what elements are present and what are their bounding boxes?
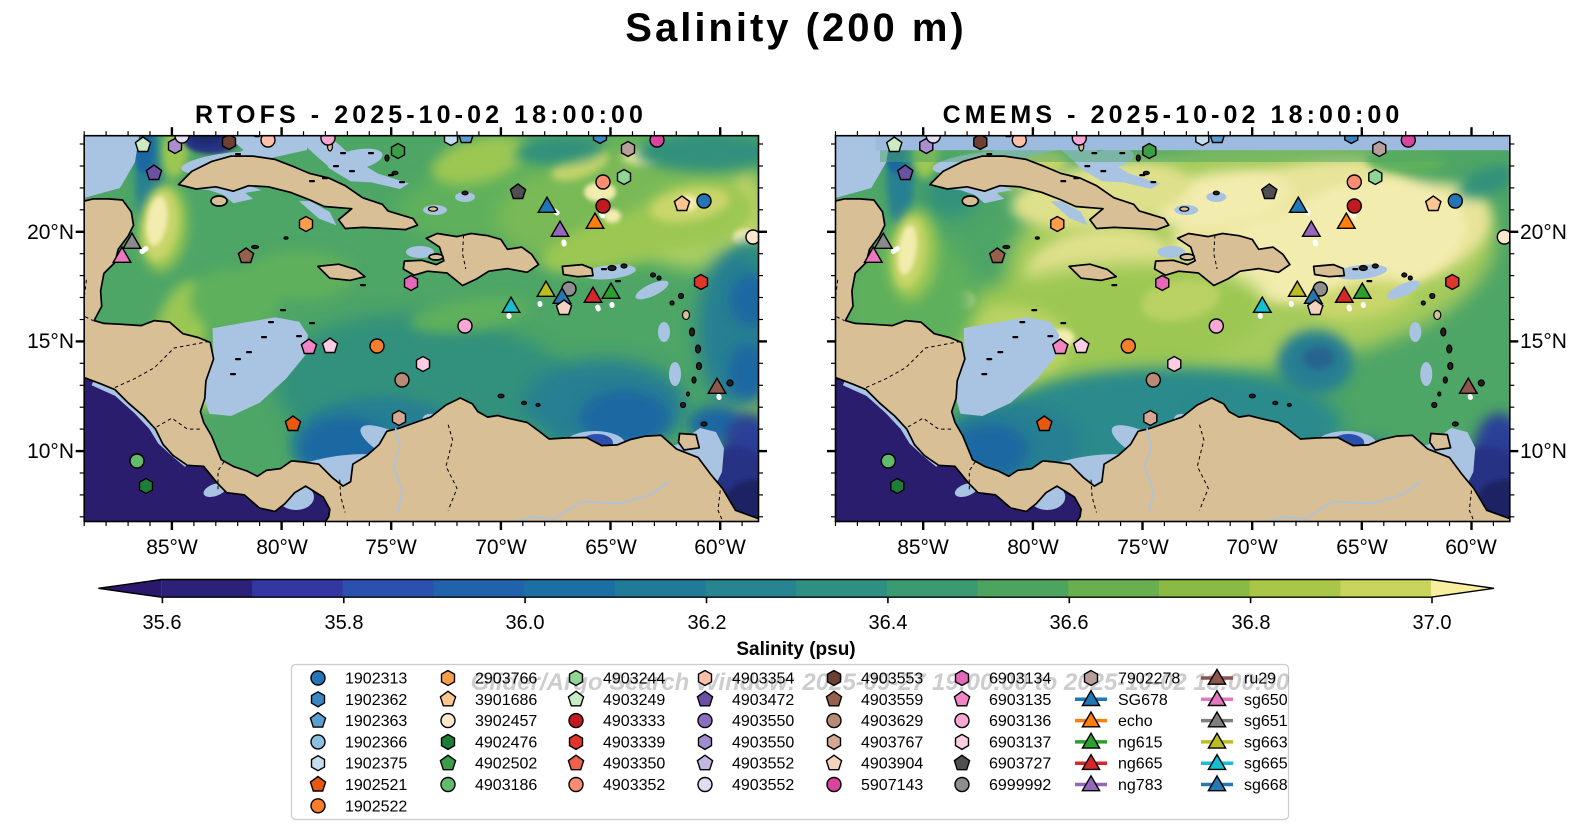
svg-text:6903137: 6903137 — [989, 734, 1051, 751]
svg-text:1902366: 1902366 — [345, 734, 407, 751]
svg-text:37.0: 37.0 — [1413, 612, 1452, 634]
svg-text:4903352: 4903352 — [603, 777, 665, 794]
svg-text:36.2: 36.2 — [688, 612, 727, 634]
svg-text:3902457: 3902457 — [475, 713, 537, 730]
svg-text:75°W: 75°W — [365, 536, 417, 559]
svg-text:ng665: ng665 — [1118, 756, 1163, 773]
svg-text:35.6: 35.6 — [143, 612, 182, 634]
svg-text:4903333: 4903333 — [603, 713, 665, 730]
svg-text:1902363: 1902363 — [345, 713, 407, 730]
svg-text:35.8: 35.8 — [325, 612, 364, 634]
svg-text:6903727: 6903727 — [989, 756, 1051, 773]
svg-text:4903472: 4903472 — [732, 692, 794, 709]
svg-text:sg650: sg650 — [1244, 692, 1288, 709]
svg-text:1902362: 1902362 — [345, 692, 407, 709]
svg-text:1902313: 1902313 — [345, 671, 407, 688]
svg-text:20°N: 20°N — [1520, 221, 1567, 244]
svg-text:36.4: 36.4 — [869, 612, 908, 634]
svg-text:65°W: 65°W — [585, 536, 637, 559]
svg-text:5907143: 5907143 — [861, 777, 923, 794]
svg-text:4903629: 4903629 — [861, 713, 923, 730]
svg-text:ru29: ru29 — [1244, 671, 1276, 688]
svg-text:4903350: 4903350 — [603, 756, 665, 773]
svg-text:Salinity (200 m): Salinity (200 m) — [625, 6, 966, 50]
svg-text:60°W: 60°W — [694, 536, 746, 559]
svg-text:6903136: 6903136 — [989, 713, 1051, 730]
svg-text:65°W: 65°W — [1336, 536, 1388, 559]
svg-text:4903249: 4903249 — [603, 692, 665, 709]
svg-text:6999992: 6999992 — [989, 777, 1051, 794]
svg-text:Glider/Argo Search Window: 202: Glider/Argo Search Window: 2025-09-27 19… — [471, 669, 1290, 696]
svg-text:4903550: 4903550 — [732, 734, 794, 751]
svg-text:4903552: 4903552 — [732, 756, 794, 773]
svg-text:10°N: 10°N — [27, 440, 74, 463]
svg-text:75°W: 75°W — [1117, 536, 1169, 559]
svg-text:4903552: 4903552 — [732, 777, 794, 794]
svg-text:SG678: SG678 — [1118, 692, 1168, 709]
svg-text:20°N: 20°N — [27, 221, 74, 244]
svg-text:7902278: 7902278 — [1118, 671, 1180, 688]
svg-text:4902476: 4902476 — [475, 734, 537, 751]
svg-text:36.6: 36.6 — [1050, 612, 1089, 634]
svg-text:4903553: 4903553 — [861, 671, 923, 688]
svg-text:4903767: 4903767 — [861, 734, 923, 751]
svg-text:6903135: 6903135 — [989, 692, 1051, 709]
svg-text:ng783: ng783 — [1118, 777, 1163, 794]
svg-text:60°W: 60°W — [1445, 536, 1497, 559]
svg-text:80°W: 80°W — [256, 536, 308, 559]
svg-text:Salinity (psu): Salinity (psu) — [736, 639, 855, 660]
svg-text:4903186: 4903186 — [475, 777, 537, 794]
svg-text:15°N: 15°N — [27, 330, 74, 353]
svg-text:1902521: 1902521 — [345, 777, 407, 794]
svg-text:36.0: 36.0 — [506, 612, 545, 634]
svg-text:4903904: 4903904 — [861, 756, 923, 773]
svg-text:4903354: 4903354 — [732, 671, 794, 688]
svg-text:70°W: 70°W — [1226, 536, 1278, 559]
svg-text:4903550: 4903550 — [732, 713, 794, 730]
svg-text:70°W: 70°W — [475, 536, 527, 559]
svg-text:1902375: 1902375 — [345, 756, 407, 773]
svg-text:1902522: 1902522 — [345, 798, 407, 815]
svg-text:15°N: 15°N — [1520, 330, 1567, 353]
svg-text:sg663: sg663 — [1244, 734, 1288, 751]
svg-text:6903134: 6903134 — [989, 671, 1051, 688]
svg-text:85°W: 85°W — [146, 536, 198, 559]
svg-text:sg651: sg651 — [1244, 713, 1288, 730]
svg-text:sg665: sg665 — [1244, 756, 1288, 773]
svg-text:85°W: 85°W — [897, 536, 949, 559]
svg-text:4903339: 4903339 — [603, 734, 665, 751]
svg-text:4902502: 4902502 — [475, 756, 537, 773]
svg-text:4903559: 4903559 — [861, 692, 923, 709]
svg-text:3901686: 3901686 — [475, 692, 537, 709]
svg-text:sg668: sg668 — [1244, 777, 1288, 794]
svg-text:36.8: 36.8 — [1232, 612, 1271, 634]
svg-text:RTOFS - 2025-10-02 18:00:00: RTOFS - 2025-10-02 18:00:00 — [195, 101, 647, 129]
svg-text:2903766: 2903766 — [475, 671, 537, 688]
svg-text:ng615: ng615 — [1118, 734, 1163, 751]
svg-text:echo: echo — [1118, 713, 1153, 730]
svg-text:4903244: 4903244 — [603, 671, 665, 688]
svg-text:CMEMS - 2025-10-02 18:00:00: CMEMS - 2025-10-02 18:00:00 — [943, 101, 1404, 129]
svg-text:80°W: 80°W — [1007, 536, 1059, 559]
svg-text:10°N: 10°N — [1520, 440, 1567, 463]
